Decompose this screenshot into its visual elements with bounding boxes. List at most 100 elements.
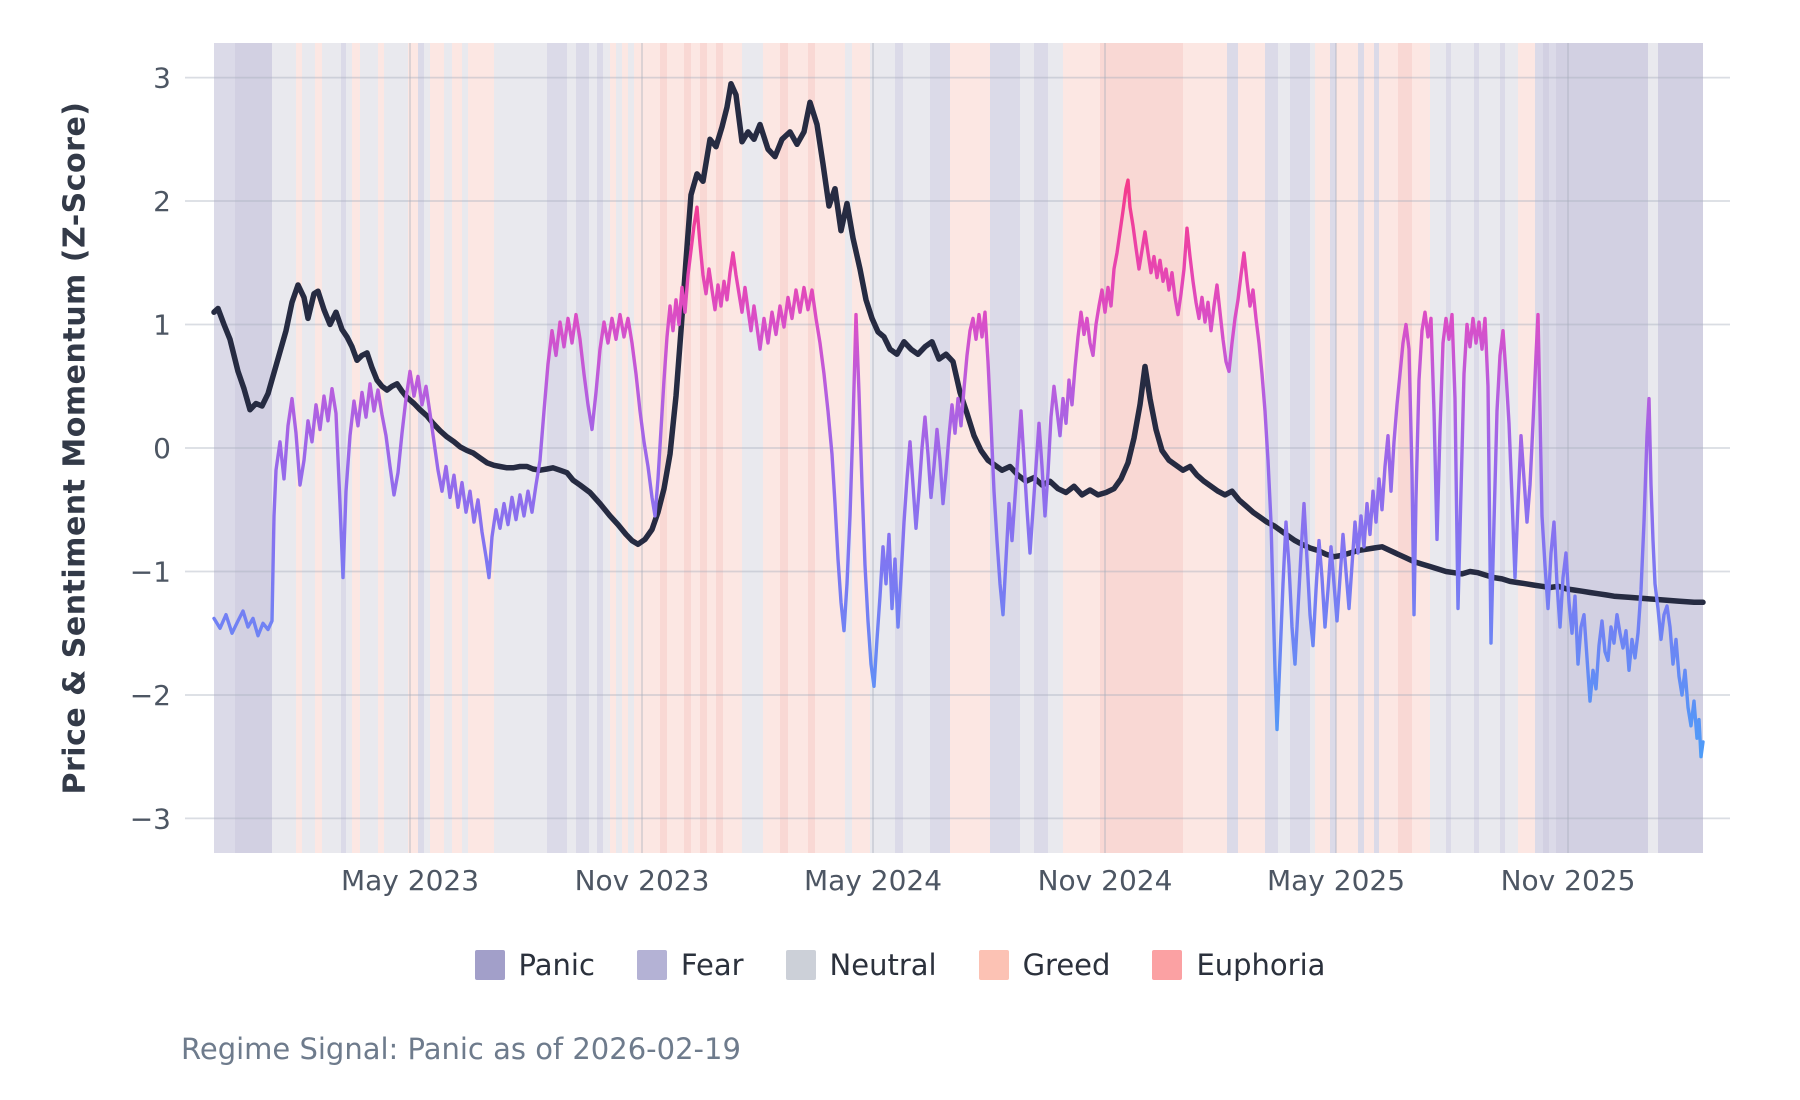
regime-band-neutral [628,43,634,853]
regime-band-neutral [1048,43,1063,853]
y-tick-label: 1 [153,309,171,342]
y-tick-label: −1 [130,556,171,589]
legend-label: Greed [1022,948,1111,982]
legend-label: Panic [518,948,595,982]
regime-band-greed [1336,43,1358,853]
regime-band-neutral [1020,43,1034,853]
regime-band-neutral [603,43,610,853]
regime-band-fear [990,43,1020,853]
euphoria-swatch-icon [1152,950,1183,980]
regime-band-neutral [272,43,296,853]
x-tick-label: May 2025 [1267,864,1405,897]
regime-band-fear [1374,43,1379,853]
regime-band-greed [763,43,780,853]
regime-band-greed [1315,43,1330,853]
fear-swatch-icon [636,950,667,980]
y-tick-label: 2 [153,185,171,218]
x-tick-label: May 2023 [341,864,479,897]
regime-band-neutral [567,43,576,853]
regime-band-greed [950,43,990,853]
regime-band-fear [341,43,346,853]
regime-band-euphoria [808,43,815,853]
regime-band-greed [1063,43,1100,853]
y-tick-label: 3 [153,62,171,95]
regime-band-fear [1358,43,1364,853]
regime-band-greed [788,43,808,853]
legend-label: Neutral [829,948,937,982]
regime-band-euphoria [780,43,788,853]
regime-band-greed [430,43,444,853]
regime-band-fear [1474,43,1479,853]
regime-band-neutral [845,43,852,853]
regime-band-fear [576,43,589,853]
regime-band-greed [315,43,322,853]
regime-band-fear [547,43,567,853]
regime-band-greed [707,43,716,853]
regime-caption: Regime Signal: Panic as of 2026-02-19 [181,1032,741,1066]
regime-band-neutral [742,43,763,853]
regime-band-fear [1227,43,1238,853]
regime-band-greed [1183,43,1227,853]
sentiment-momentum-line [212,178,1705,759]
legend-item-euphoria[interactable]: Euphoria [1152,948,1325,982]
regime-band-greed [468,43,494,853]
regime-band-greed [622,43,628,853]
regime-band-fear [214,43,235,853]
regime-band-greed [378,43,384,853]
legend: Panic Fear Neutral Greed Euphoria [0,948,1800,982]
regime-band-greed [634,43,660,853]
regime-band-greed [723,43,742,853]
regime-band-neutral [870,43,895,853]
regime-band-greed [1518,43,1535,853]
regime-band-neutral [494,43,547,853]
y-tick-label: −2 [130,679,171,712]
legend-item-fear[interactable]: Fear [636,948,744,982]
regime-band-greed [1238,43,1265,853]
regime-band-neutral [322,43,341,853]
regime-band-greed [408,43,418,853]
regime-band-fear [1549,43,1556,853]
legend-item-greed[interactable]: Greed [978,948,1111,982]
panic-swatch-icon [474,950,505,980]
y-tick-label: −3 [130,802,171,835]
regime-band-neutral [903,43,930,853]
regime-band-greed [1412,43,1430,853]
y-tick-label: 0 [153,432,171,465]
regime-band-greed [610,43,616,853]
regime-band-fear [597,43,603,853]
legend-item-panic[interactable]: Panic [474,948,595,982]
regime-band-euphoria [716,43,723,853]
regime-band-euphoria [1100,43,1183,853]
regime-band-neutral [616,43,622,853]
regime-band-neutral [1310,43,1315,853]
y-axis-title: Price & Sentiment Momentum (Z-Score) [57,101,93,795]
regime-band-greed [352,43,360,853]
x-tick-label: Nov 2023 [575,864,710,897]
regime-band-panic [235,43,272,853]
price-momentum-line [211,80,1706,606]
x-tick-label: Nov 2024 [1038,864,1173,897]
legend-item-neutral[interactable]: Neutral [785,948,937,982]
legend-label: Fear [680,948,744,982]
regime-band-fear [1500,43,1505,853]
regime-band-fear [895,43,903,853]
regime-band-fear [1446,43,1451,853]
regime-band-neutral [360,43,378,853]
legend-label: Euphoria [1196,948,1326,982]
regime-band-neutral [444,43,452,853]
regime-band-euphoria [1398,43,1412,853]
regime-band-euphoria [660,43,667,853]
regime-band-greed [296,43,302,853]
regime-band-greed [1364,43,1374,853]
regime-band-panic [1543,43,1549,853]
regime-band-greed [667,43,684,853]
neutral-swatch-icon [785,950,816,980]
x-tick-label: May 2024 [804,864,942,897]
regime-band-panic [1556,43,1648,853]
regime-band-neutral [589,43,597,853]
regime-band-greed [452,43,462,853]
regime-band-fear [1330,43,1336,853]
regime-band-neutral [302,43,315,853]
